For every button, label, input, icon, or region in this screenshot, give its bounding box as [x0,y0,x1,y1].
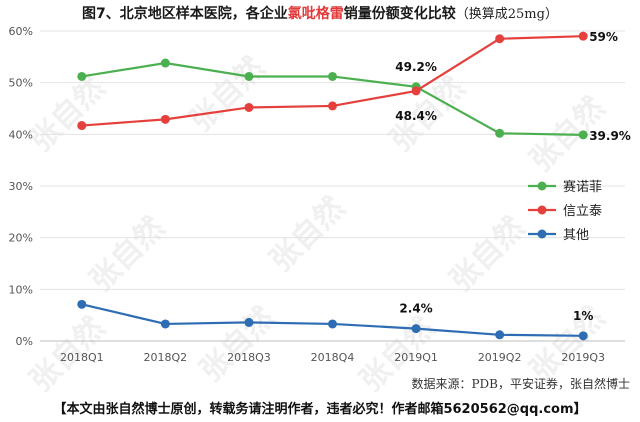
legend-label: 其他 [563,228,589,243]
title-unit: （换算成25mg） [455,7,558,22]
data-label: 39.9% [589,129,631,143]
data-point [77,71,87,81]
data-label: 49.2% [395,60,437,74]
data-point [328,319,337,329]
x-tick-label: 2019Q1 [394,351,438,364]
data-point [160,319,170,329]
chart-title: 图7、北京地区样本医院，各企业氯吡格雷销量份额变化比较（换算成25mg） [0,3,640,23]
data-label: 59% [589,30,618,44]
y-tick-label: 10% [9,283,33,296]
title-suffix: 销量份额变化比较 [343,6,456,22]
data-point [160,58,170,68]
data-source: 数据来源：PDB，平安证券，张自然博士 [411,377,630,391]
data-point [411,324,421,334]
data-point [578,31,588,41]
x-tick-label: 2018Q3 [227,351,271,364]
data-label: 2.4% [399,302,432,316]
data-label: 1% [573,309,593,323]
legend-marker [537,205,547,215]
data-point [244,102,254,112]
y-tick-label: 60% [9,25,33,38]
data-point [328,101,337,111]
data-point [495,34,505,44]
data-point [160,114,170,124]
x-tick-label: 2018Q1 [60,351,104,364]
data-point [578,331,588,341]
data-point [244,317,254,327]
legend-marker [537,181,547,191]
y-tick-label: 40% [9,128,33,141]
title-prefix: 图7、北京地区样本医院，各企业 [82,6,288,22]
data-label: 48.4% [395,109,437,123]
data-point [411,86,421,96]
data-point [244,71,254,81]
copyright-footer: 【本文由张自然博士原创，转载务请注明作者，违者必究！作者邮箱5620562@qq… [53,402,587,417]
data-point [578,130,588,140]
data-point [328,71,337,81]
data-point [495,330,505,340]
x-tick-label: 2019Q2 [478,351,522,364]
legend-label: 信立泰 [563,204,602,219]
x-tick-label: 2018Q4 [311,351,355,364]
legend-marker [537,229,547,239]
y-tick-label: 0% [16,335,33,348]
data-point [495,128,505,138]
legend-label: 赛诺菲 [563,179,602,195]
y-tick-label: 20% [9,232,33,245]
data-point [77,299,87,309]
title-highlight: 氯吡格雷 [287,6,344,22]
x-tick-label: 2019Q3 [561,351,605,364]
x-tick-label: 2018Q2 [144,351,188,364]
y-tick-label: 50% [9,77,33,90]
data-point [77,121,87,131]
y-tick-label: 30% [9,180,33,193]
